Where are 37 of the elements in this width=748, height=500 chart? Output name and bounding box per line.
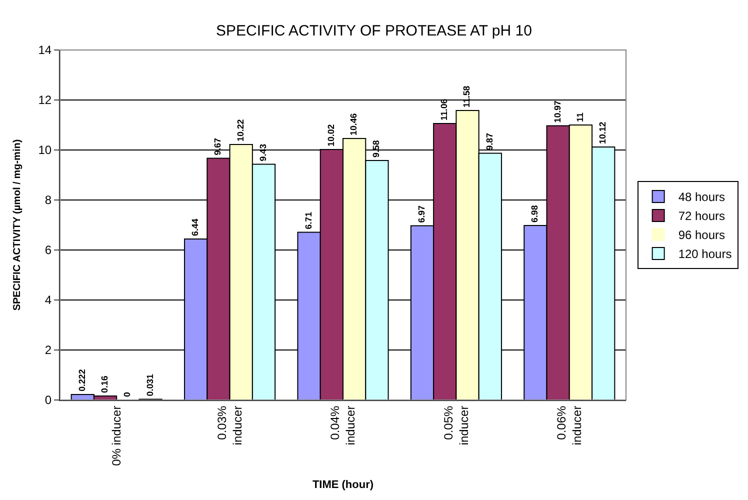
legend-label: 96 hours [678, 228, 726, 242]
data-label: 9.58 [371, 140, 382, 158]
legend-label: 120 hours [678, 247, 732, 262]
y-tick-label: 4 [44, 293, 52, 308]
data-label: 6.71 [303, 212, 314, 230]
data-label: 10.97 [552, 100, 562, 123]
y-tick-label: 2 [44, 343, 52, 358]
data-label: 10.02 [326, 124, 336, 146]
data-label: 0 [122, 392, 132, 397]
y-tick-label: 10 [38, 143, 52, 158]
data-label: 10.46 [348, 113, 359, 136]
chart-title: SPECIFIC ACTIVITY OF PROTEASE AT pH 10 [216, 22, 532, 40]
x-tick-label: 0.06% inducer [554, 405, 584, 446]
data-label: 6.98 [530, 205, 540, 222]
legend-label: 48 hours [678, 190, 726, 204]
x-tick-label: 0.04% inducer [328, 405, 358, 446]
legend-label: 72 hours [678, 209, 726, 224]
y-axis-title: SPECIFIC ACTIVITY (µmol / mg-min) [12, 139, 24, 311]
data-label: 9.87 [484, 132, 494, 150]
y-tick-label: 0 [44, 393, 52, 408]
data-label: 10.22 [235, 119, 246, 142]
x-tick-label: 0.03% inducer [214, 405, 244, 446]
data-label: 6.44 [190, 218, 200, 236]
y-tick-label: 6 [44, 243, 52, 258]
data-label: 0.222 [76, 369, 87, 392]
data-label: 0.16 [100, 376, 110, 393]
data-label: 6.97 [416, 205, 426, 223]
data-label: 9.67 [212, 138, 223, 156]
y-tick-label: 14 [38, 43, 52, 58]
y-tick-label: 8 [44, 193, 52, 208]
y-tick-label: 12 [38, 93, 52, 108]
data-label: 0.031 [144, 374, 155, 396]
data-label: 11 [574, 112, 585, 122]
data-label: 10.12 [598, 122, 608, 144]
x-tick-label: 0.05% inducer [441, 405, 471, 446]
x-tick-label: 0% inducer [110, 406, 124, 466]
x-axis-title: TIME (hour) [312, 479, 374, 492]
